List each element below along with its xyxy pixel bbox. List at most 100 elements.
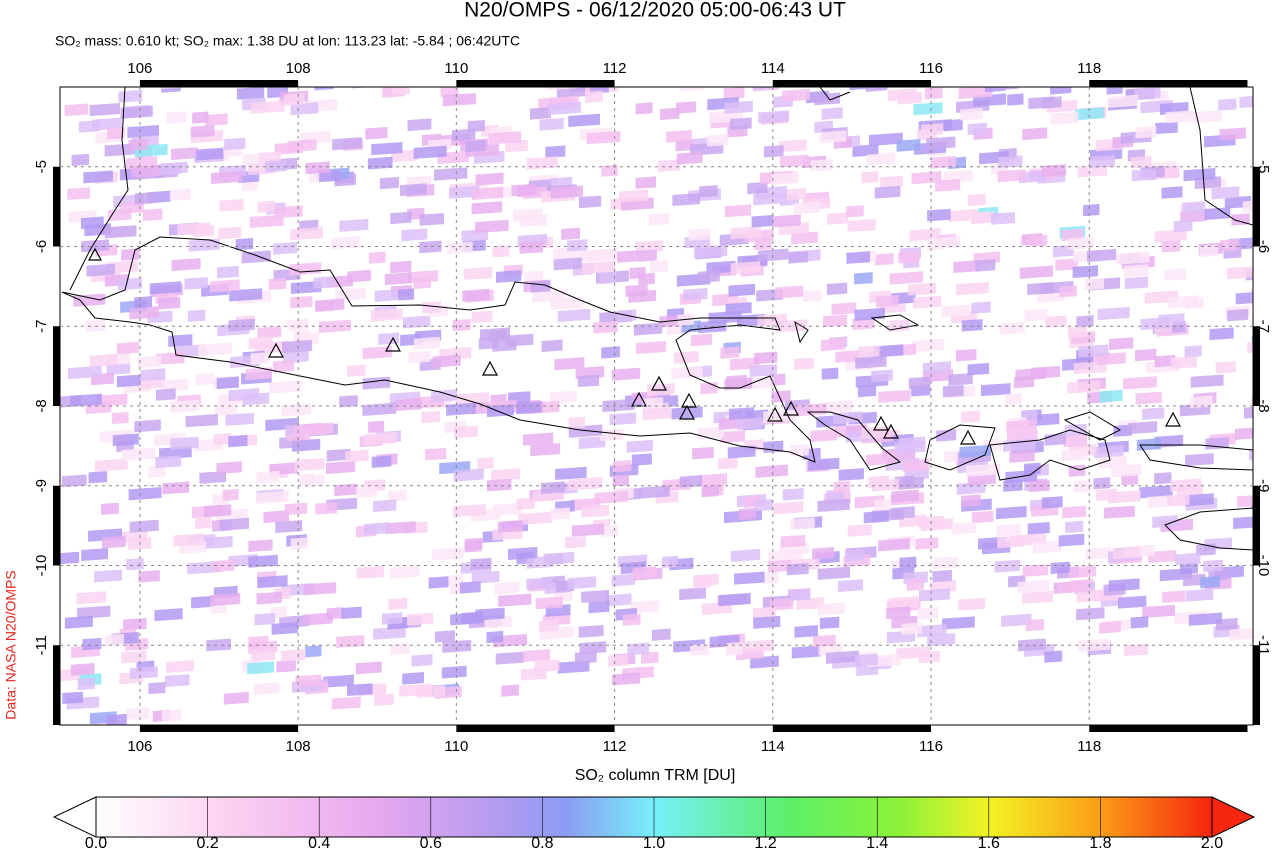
so2-pixel bbox=[1161, 186, 1183, 199]
so2-pixel bbox=[671, 406, 703, 420]
so2-pixel bbox=[522, 649, 550, 663]
colorbar-tick-label: 1.0 bbox=[643, 835, 665, 852]
so2-pixel bbox=[313, 276, 333, 289]
so2-pixel bbox=[397, 288, 415, 301]
so2-pixel bbox=[548, 101, 581, 116]
so2-pixel bbox=[364, 431, 397, 446]
so2-pixel bbox=[948, 372, 973, 386]
y-tick-label-left: -10 bbox=[33, 555, 50, 577]
so2-pixel bbox=[492, 502, 523, 516]
so2-pixel bbox=[790, 444, 809, 457]
so2-pixel bbox=[650, 260, 668, 273]
so2-pixel bbox=[1032, 540, 1062, 554]
so2-pixel bbox=[470, 557, 492, 571]
so2-pixel bbox=[908, 376, 931, 390]
so2-pixel bbox=[140, 368, 166, 382]
so2-pixel bbox=[819, 130, 847, 144]
so2-pixel bbox=[440, 87, 459, 97]
coastlines bbox=[61, 87, 1253, 551]
so2-pixel bbox=[138, 570, 160, 583]
so2-pixel bbox=[478, 337, 498, 350]
so2-pixel bbox=[248, 554, 278, 568]
x-tick-label-bottom: 110 bbox=[444, 738, 468, 755]
so2-pixel bbox=[1042, 31, 1075, 44]
so2-pixel bbox=[898, 436, 926, 450]
so2-pixel bbox=[581, 589, 610, 603]
so2-pixel bbox=[571, 523, 605, 537]
so2-pixel bbox=[142, 208, 163, 221]
so2-pixel bbox=[871, 369, 893, 383]
so2-pixel bbox=[256, 591, 282, 605]
so2-pixel bbox=[874, 185, 901, 199]
so2-pixel bbox=[1183, 573, 1206, 587]
so2-pixel bbox=[1154, 354, 1176, 368]
so2-pixel bbox=[1058, 580, 1090, 594]
so2-pixel bbox=[1135, 391, 1162, 405]
so2-pixel bbox=[874, 498, 891, 511]
so2-pixel bbox=[449, 185, 480, 199]
so2-pixel bbox=[913, 102, 943, 116]
so2-pixel bbox=[966, 463, 1001, 477]
so2-pixel bbox=[638, 272, 655, 286]
so2-pixel bbox=[611, 367, 641, 381]
so2-pixel bbox=[729, 117, 752, 130]
so2-pixel bbox=[927, 208, 951, 222]
so2-pixel bbox=[819, 400, 853, 414]
so2-pixel bbox=[694, 244, 728, 259]
so2-pixel bbox=[1215, 38, 1238, 51]
x-tick-label-top: 114 bbox=[761, 60, 785, 77]
so2-pixel bbox=[1002, 438, 1036, 452]
so2-pixel bbox=[861, 171, 879, 184]
frame-bar bbox=[1089, 80, 1248, 87]
so2-pixel bbox=[767, 559, 792, 573]
so2-pixel bbox=[898, 476, 924, 490]
so2-pixel bbox=[486, 630, 504, 644]
so2-pixel bbox=[1061, 448, 1088, 462]
so2-pixel bbox=[336, 634, 365, 648]
so2-pixel bbox=[371, 455, 392, 468]
so2-pixel bbox=[1076, 607, 1105, 621]
so2-pixel bbox=[712, 54, 742, 67]
so2-pixel bbox=[191, 595, 215, 609]
so2-pixel bbox=[274, 205, 303, 219]
so2-pixel bbox=[305, 474, 325, 487]
so2-pixel bbox=[77, 677, 95, 691]
so2-pixel bbox=[177, 222, 211, 236]
so2-pixel bbox=[334, 483, 358, 497]
so2-pixel bbox=[578, 624, 604, 638]
so2-pixel bbox=[1229, 55, 1247, 67]
so2-pixel bbox=[601, 524, 618, 538]
so2-pixel bbox=[913, 42, 938, 55]
so2-pixel bbox=[374, 693, 394, 706]
so2-pixel bbox=[88, 471, 108, 484]
so2-pixel bbox=[508, 546, 538, 560]
so2-pixel bbox=[1190, 374, 1224, 388]
so2-pixel bbox=[924, 22, 949, 35]
so2-pixel bbox=[1068, 565, 1096, 579]
y-tick-label-left: -11 bbox=[33, 635, 50, 656]
so2-pixel bbox=[471, 310, 493, 324]
so2-pixel bbox=[863, 510, 889, 524]
so2-pixel bbox=[171, 147, 198, 160]
so2-pixel bbox=[1024, 32, 1047, 45]
so2-pixel bbox=[128, 138, 148, 151]
so2-pixel bbox=[166, 660, 194, 673]
so2-pixel bbox=[302, 612, 333, 626]
so2-pixel bbox=[730, 261, 761, 275]
so2-pixel bbox=[1023, 62, 1044, 74]
so2-pixel bbox=[1107, 94, 1139, 108]
so2-pixel bbox=[283, 350, 309, 364]
so2-pixel bbox=[812, 634, 836, 648]
so2-pixel bbox=[673, 351, 699, 364]
so2-pixel bbox=[1098, 455, 1127, 469]
so2-pixel bbox=[648, 213, 670, 226]
frame-bar bbox=[456, 725, 615, 732]
so2-pixel bbox=[847, 524, 872, 537]
so2-pixel bbox=[188, 238, 220, 252]
so2-pixel bbox=[1001, 64, 1024, 77]
so2-pixel bbox=[539, 619, 559, 633]
so2-pixel bbox=[392, 87, 411, 96]
y-tick-label-right: -6 bbox=[1255, 240, 1272, 253]
so2-pixel bbox=[1158, 67, 1189, 80]
so2-pixel bbox=[631, 453, 652, 466]
